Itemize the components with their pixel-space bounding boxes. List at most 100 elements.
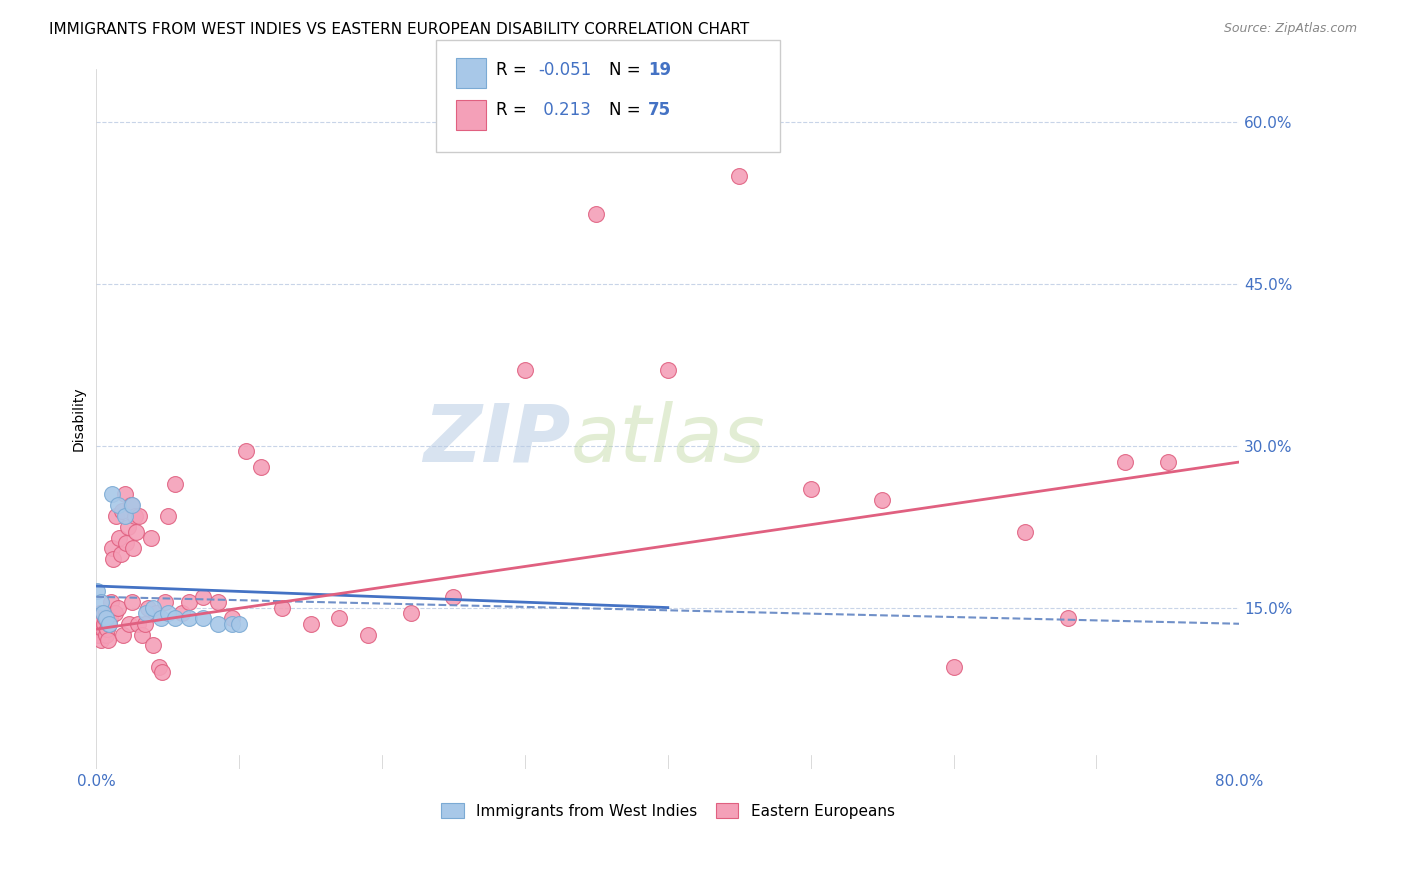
Point [139, 531, 162, 545]
Point [96, 611, 118, 625]
Point [1157, 455, 1180, 469]
Point [136, 600, 159, 615]
Point [163, 476, 186, 491]
Point [89, 606, 111, 620]
Point [142, 638, 165, 652]
Point [97, 632, 120, 647]
Point [443, 590, 465, 604]
Point [163, 611, 186, 625]
Point [120, 498, 142, 512]
Point [207, 595, 229, 609]
Point [193, 590, 215, 604]
Point [207, 616, 229, 631]
Point [585, 207, 607, 221]
Point [870, 492, 893, 507]
Point [142, 600, 165, 615]
Point [150, 665, 173, 680]
Point [115, 536, 138, 550]
Point [942, 660, 965, 674]
Point [124, 508, 146, 523]
Point [93, 616, 115, 631]
Point [800, 482, 823, 496]
Point [97, 611, 120, 625]
Point [94, 627, 117, 641]
Point [121, 498, 143, 512]
Point [357, 627, 380, 641]
Point [98, 616, 121, 631]
Point [114, 487, 136, 501]
Point [101, 541, 124, 556]
Point [328, 611, 350, 625]
Point [145, 606, 167, 620]
Text: N =: N = [609, 101, 645, 119]
Point [100, 595, 122, 609]
Text: N =: N = [609, 61, 645, 78]
Point [399, 606, 422, 620]
Point [101, 487, 124, 501]
Text: atlas: atlas [571, 401, 765, 479]
Point [135, 606, 157, 620]
Point [513, 363, 536, 377]
Point [156, 606, 179, 620]
Text: Source: ZipAtlas.com: Source: ZipAtlas.com [1223, 22, 1357, 36]
Point [90, 616, 112, 631]
Point [98, 611, 121, 625]
Point [86, 584, 108, 599]
Point [110, 547, 132, 561]
Point [107, 600, 129, 615]
Point [96, 606, 118, 620]
Point [96, 622, 118, 636]
Point [98, 616, 121, 631]
Text: R =: R = [496, 101, 533, 119]
Point [127, 616, 149, 631]
Point [121, 595, 143, 609]
Legend: Immigrants from West Indies, Eastern Europeans: Immigrants from West Indies, Eastern Eur… [434, 797, 901, 825]
Y-axis label: Disability: Disability [72, 386, 86, 451]
Text: ZIP: ZIP [423, 401, 571, 479]
Point [271, 600, 294, 615]
Point [1114, 455, 1136, 469]
Point [134, 616, 156, 631]
Text: 75: 75 [648, 101, 671, 119]
Point [221, 616, 243, 631]
Point [156, 508, 179, 523]
Point [117, 519, 139, 533]
Text: IMMIGRANTS FROM WEST INDIES VS EASTERN EUROPEAN DISABILITY CORRELATION CHART: IMMIGRANTS FROM WEST INDIES VS EASTERN E… [49, 22, 749, 37]
Point [299, 616, 322, 631]
Point [179, 595, 201, 609]
Point [179, 611, 201, 625]
Point [90, 632, 112, 647]
Point [112, 627, 135, 641]
Point [1056, 611, 1078, 625]
Text: 19: 19 [648, 61, 671, 78]
Point [107, 498, 129, 512]
Point [93, 606, 115, 620]
Point [193, 611, 215, 625]
Point [111, 503, 134, 517]
Point [131, 627, 153, 641]
Point [104, 606, 127, 620]
Point [122, 541, 145, 556]
Point [86, 616, 108, 631]
Text: R =: R = [496, 61, 533, 78]
Point [170, 606, 193, 620]
Point [87, 611, 110, 625]
Point [87, 627, 110, 641]
Point [91, 611, 114, 625]
Point [657, 363, 679, 377]
Point [221, 611, 243, 625]
Point [93, 606, 115, 620]
Point [108, 531, 131, 545]
Point [148, 660, 170, 674]
Point [118, 616, 141, 631]
Point [728, 169, 751, 184]
Point [235, 444, 257, 458]
Point [125, 525, 148, 540]
Point [153, 595, 176, 609]
Point [149, 611, 172, 625]
Point [105, 508, 128, 523]
Point [91, 622, 114, 636]
Point [114, 508, 136, 523]
Point [94, 611, 117, 625]
Point [128, 508, 150, 523]
